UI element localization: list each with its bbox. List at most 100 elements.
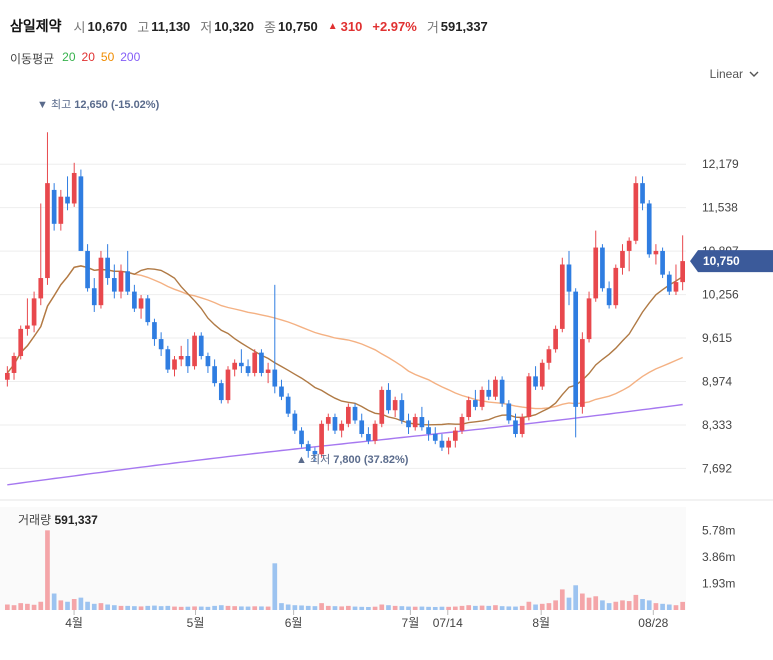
- candle: [38, 203, 44, 306]
- candle: [232, 359, 238, 377]
- volume-bar: [553, 600, 558, 610]
- candle-body: [680, 261, 685, 283]
- candle: [285, 393, 291, 418]
- stock-name: 삼일제약: [10, 18, 62, 34]
- ma-item-50[interactable]: 50: [100, 50, 115, 64]
- volume-title: 거래량 591,337: [18, 513, 98, 527]
- candle: [225, 366, 231, 404]
- candle-body: [111, 278, 117, 292]
- candle-body: [513, 420, 518, 434]
- x-tick-label: 6월: [285, 616, 303, 630]
- candle: [499, 376, 505, 407]
- ma200-line: [7, 403, 683, 486]
- volume-bar: [165, 605, 171, 610]
- candle-body: [526, 376, 532, 418]
- volume-bar: [279, 603, 284, 610]
- candle-body: [339, 423, 344, 431]
- candle-body: [45, 183, 50, 279]
- volume-bar: [473, 605, 478, 610]
- candle-body: [239, 362, 244, 367]
- candle-body: [312, 450, 318, 455]
- candle: [272, 284, 278, 394]
- candle-body: [419, 417, 425, 428]
- volume-bar: [212, 605, 217, 610]
- volume-bar: [386, 605, 391, 610]
- high-label: 고: [137, 19, 150, 35]
- candle: [486, 379, 492, 401]
- candle: [526, 372, 532, 421]
- candle: [419, 406, 425, 431]
- x-tick-label: 08/28: [638, 616, 668, 630]
- candle: [312, 447, 318, 462]
- volume-bar: [5, 604, 10, 610]
- volume-bar: [626, 601, 632, 610]
- candle: [31, 291, 37, 333]
- volume-bar: [265, 606, 271, 610]
- candle-body: [272, 369, 278, 387]
- candle-body: [439, 440, 445, 448]
- change-pct: +2.97%: [372, 18, 417, 34]
- candle: [252, 349, 258, 377]
- volume-bar: [145, 605, 151, 610]
- candle: [626, 237, 632, 272]
- candle-body: [653, 250, 659, 255]
- candle-body: [145, 298, 151, 323]
- ma-item-20-red[interactable]: 20: [81, 50, 95, 64]
- candle-body: [559, 264, 565, 329]
- volume-bar: [613, 601, 619, 610]
- volume-bar: [31, 604, 37, 610]
- volume-bar: [259, 606, 264, 610]
- candle: [299, 427, 304, 448]
- candle: [600, 244, 605, 292]
- candle: [239, 349, 244, 373]
- candle-body: [633, 183, 639, 241]
- candle: [406, 413, 411, 434]
- candle-body: [18, 328, 24, 357]
- volume-bar: [346, 605, 351, 610]
- candle: [332, 413, 338, 434]
- volume-bar: [606, 603, 612, 610]
- candle: [178, 345, 184, 367]
- volume-bar: [533, 604, 538, 610]
- candle-body: [646, 203, 652, 255]
- candle-body: [292, 413, 298, 431]
- candle: [85, 244, 90, 292]
- candle: [325, 413, 331, 431]
- candle: [319, 420, 324, 458]
- candle-body: [252, 352, 258, 373]
- candle-body: [499, 379, 505, 404]
- candle: [660, 247, 665, 279]
- candle-body: [192, 335, 197, 367]
- ma-item-20-green[interactable]: 20: [62, 50, 76, 64]
- volume-bar: [392, 605, 398, 610]
- volume-bar: [426, 606, 431, 610]
- volume-bar: [566, 597, 572, 610]
- y-tick-label: 9,615: [702, 331, 732, 345]
- volume-bar: [366, 606, 371, 610]
- volume-bar: [305, 605, 311, 610]
- candle-body: [158, 339, 164, 350]
- candle-body: [506, 403, 512, 421]
- volume-bar: [412, 606, 418, 610]
- candle: [111, 264, 117, 299]
- scale-toggle[interactable]: Linear: [710, 67, 759, 81]
- candle: [218, 379, 224, 404]
- volume-bar: [600, 600, 605, 610]
- candle-body: [459, 417, 465, 431]
- candle: [673, 264, 679, 295]
- candle-body: [98, 257, 104, 306]
- volume-bar: [673, 605, 679, 610]
- volume-bar: [225, 605, 231, 610]
- candle-body: [640, 183, 645, 204]
- candle: [646, 200, 652, 258]
- candle-body: [152, 322, 157, 340]
- ma-item-200[interactable]: 200: [120, 50, 141, 64]
- candle: [259, 349, 264, 377]
- candle: [45, 132, 50, 285]
- candle-body: [399, 400, 405, 421]
- candle: [566, 250, 572, 306]
- volume-bar: [252, 606, 258, 610]
- volume-bar: [526, 601, 532, 610]
- candle-body: [406, 420, 411, 428]
